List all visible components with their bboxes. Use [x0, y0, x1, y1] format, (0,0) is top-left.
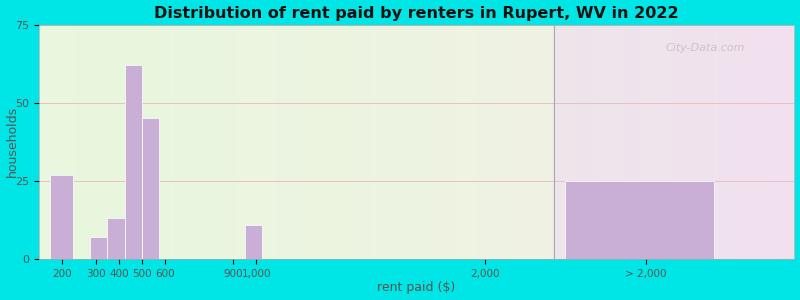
Bar — [245, 225, 262, 259]
Title: Distribution of rent paid by renters in Rupert, WV in 2022: Distribution of rent paid by renters in … — [154, 6, 679, 21]
Y-axis label: households: households — [6, 106, 18, 177]
Bar — [142, 118, 159, 259]
Bar — [125, 65, 142, 259]
Bar — [566, 181, 714, 259]
Bar — [90, 237, 107, 259]
X-axis label: rent paid ($): rent paid ($) — [378, 281, 456, 294]
Text: City-Data.com: City-Data.com — [666, 43, 746, 53]
Bar — [50, 175, 73, 259]
Bar — [107, 218, 125, 259]
